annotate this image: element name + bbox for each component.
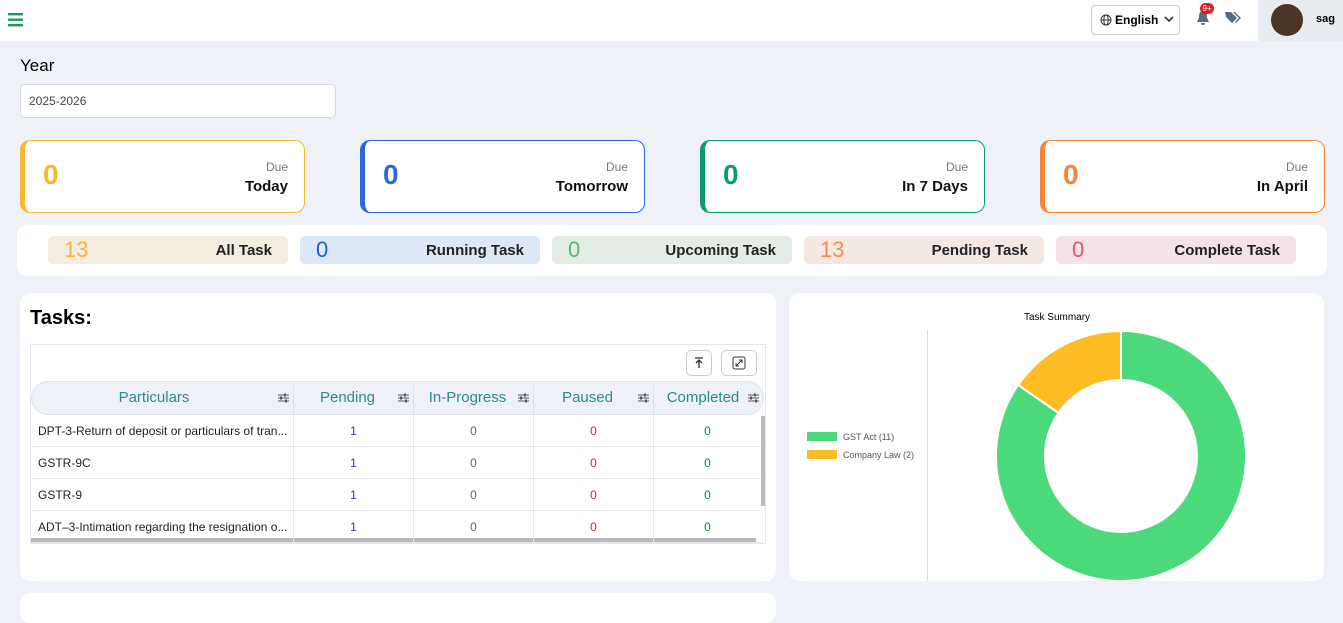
stat-pill: 0 Complete Task [1056, 236, 1296, 264]
due-count: 0 [1063, 159, 1079, 190]
stat-pill: 13 Pending Task [804, 236, 1044, 264]
column-header: Completed [666, 389, 740, 406]
avatar [1271, 4, 1303, 36]
column-header: Paused [534, 381, 654, 415]
task-summary-chart: Task Summary GST Act (11) Company Law (2) [807, 312, 1247, 581]
column-filter-icon[interactable] [278, 393, 289, 403]
stat-pill: 0 Upcoming Task [552, 236, 792, 264]
tags-icon[interactable] [1225, 11, 1242, 25]
column-header: In-Progress [414, 381, 534, 415]
stat-count: 0 [568, 237, 581, 262]
table-box [30, 344, 766, 544]
table-cell: 0 [534, 415, 654, 447]
due-label: In 7 Days [902, 178, 968, 195]
table-cell: DPT-3-Return of deposit or particulars o… [31, 415, 294, 447]
due-card: 0 Due Tomorrow [360, 140, 645, 213]
legend-swatch [807, 450, 837, 459]
legend-swatch [807, 432, 837, 441]
table-cell: 0 [534, 511, 654, 543]
chart-title: Task Summary [1024, 312, 1090, 323]
menu-icon[interactable] [8, 13, 24, 27]
h-scrollbar [31, 538, 756, 543]
bell-icon[interactable] [1196, 10, 1210, 26]
legend-label: GST Act (11) [843, 432, 894, 442]
due-caption: Due [945, 160, 968, 174]
column-filter-icon[interactable] [638, 393, 649, 403]
stat-label: All Task [215, 242, 272, 259]
pie-slice [1016, 329, 1122, 415]
due-count: 0 [43, 159, 59, 190]
legend-label: Company Law (2) [843, 450, 914, 460]
due-caption: Due [1285, 160, 1308, 174]
due-label: Today [244, 178, 288, 195]
table-cell: 1 [294, 447, 414, 479]
table-cell: 0 [534, 447, 654, 479]
stat-pill: 13 All Task [48, 236, 288, 264]
stat-label: Complete Task [1174, 242, 1280, 259]
stat-label: Pending Task [931, 242, 1028, 259]
table-cell: 1 [294, 479, 414, 511]
stat-count: 13 [820, 237, 845, 262]
column-filter-icon[interactable] [518, 393, 529, 403]
user-area[interactable]: sag [1258, 0, 1343, 41]
due-label: Tomorrow [555, 178, 628, 195]
top-bar: English 9+ sag [0, 0, 1343, 41]
stat-label: Upcoming Task [665, 242, 776, 259]
due-caption: Due [265, 160, 288, 174]
table-cell: 0 [414, 511, 534, 543]
v-scrollbar [761, 416, 765, 506]
notification-badge: 9+ [1200, 3, 1214, 14]
stat-label: Running Task [425, 242, 524, 259]
user-name: sag [1316, 13, 1335, 25]
due-card: 0 Due In April [1040, 140, 1325, 213]
column-filter-icon[interactable] [398, 393, 409, 403]
column-header: Particulars [31, 381, 294, 415]
tasks-panel: Tasks: [20, 293, 776, 581]
table-cell: 0 [414, 447, 534, 479]
due-count: 0 [383, 159, 399, 190]
language-select[interactable]: English [1091, 5, 1180, 35]
year-label: Year [20, 56, 55, 75]
table-cell: 0 [654, 511, 761, 543]
pie-slice [995, 329, 1247, 581]
language: English [1115, 13, 1159, 27]
table-cell: 1 [294, 511, 414, 543]
stat-count: 0 [316, 237, 329, 262]
table-cell: 0 [534, 479, 654, 511]
stat-count: 0 [1072, 237, 1085, 262]
table-cell: 0 [654, 415, 761, 447]
column-header: Pending [294, 381, 414, 415]
table-cell: 0 [654, 447, 761, 479]
export-button[interactable] [686, 350, 712, 376]
stat-count: 13 [64, 237, 89, 262]
bottom-panel [20, 593, 776, 623]
due-count: 0 [723, 159, 739, 190]
globe-icon [1100, 14, 1112, 26]
tasks-title: Tasks: [30, 307, 92, 329]
due-card: 0 Due In 7 Days [700, 140, 985, 213]
table-cell: 1 [294, 415, 414, 447]
stat-pill: 0 Running Task [300, 236, 540, 264]
year-input[interactable]: 2025-2026 [20, 84, 336, 118]
table-cell: 0 [414, 415, 534, 447]
due-caption: Due [605, 160, 628, 174]
table-cell: 0 [414, 479, 534, 511]
due-label: In April [1256, 178, 1308, 195]
chevron [1164, 16, 1174, 23]
column-filter-icon[interactable] [748, 393, 759, 403]
table-cell: GSTR-9 [31, 479, 294, 511]
table-cell: 0 [654, 479, 761, 511]
table-cell: ADT–3-Intimation regarding the resignati… [31, 511, 294, 543]
due-card: 0 Due Today [20, 140, 305, 213]
expand-button[interactable] [721, 350, 757, 376]
table-cell: GSTR-9C [31, 447, 294, 479]
